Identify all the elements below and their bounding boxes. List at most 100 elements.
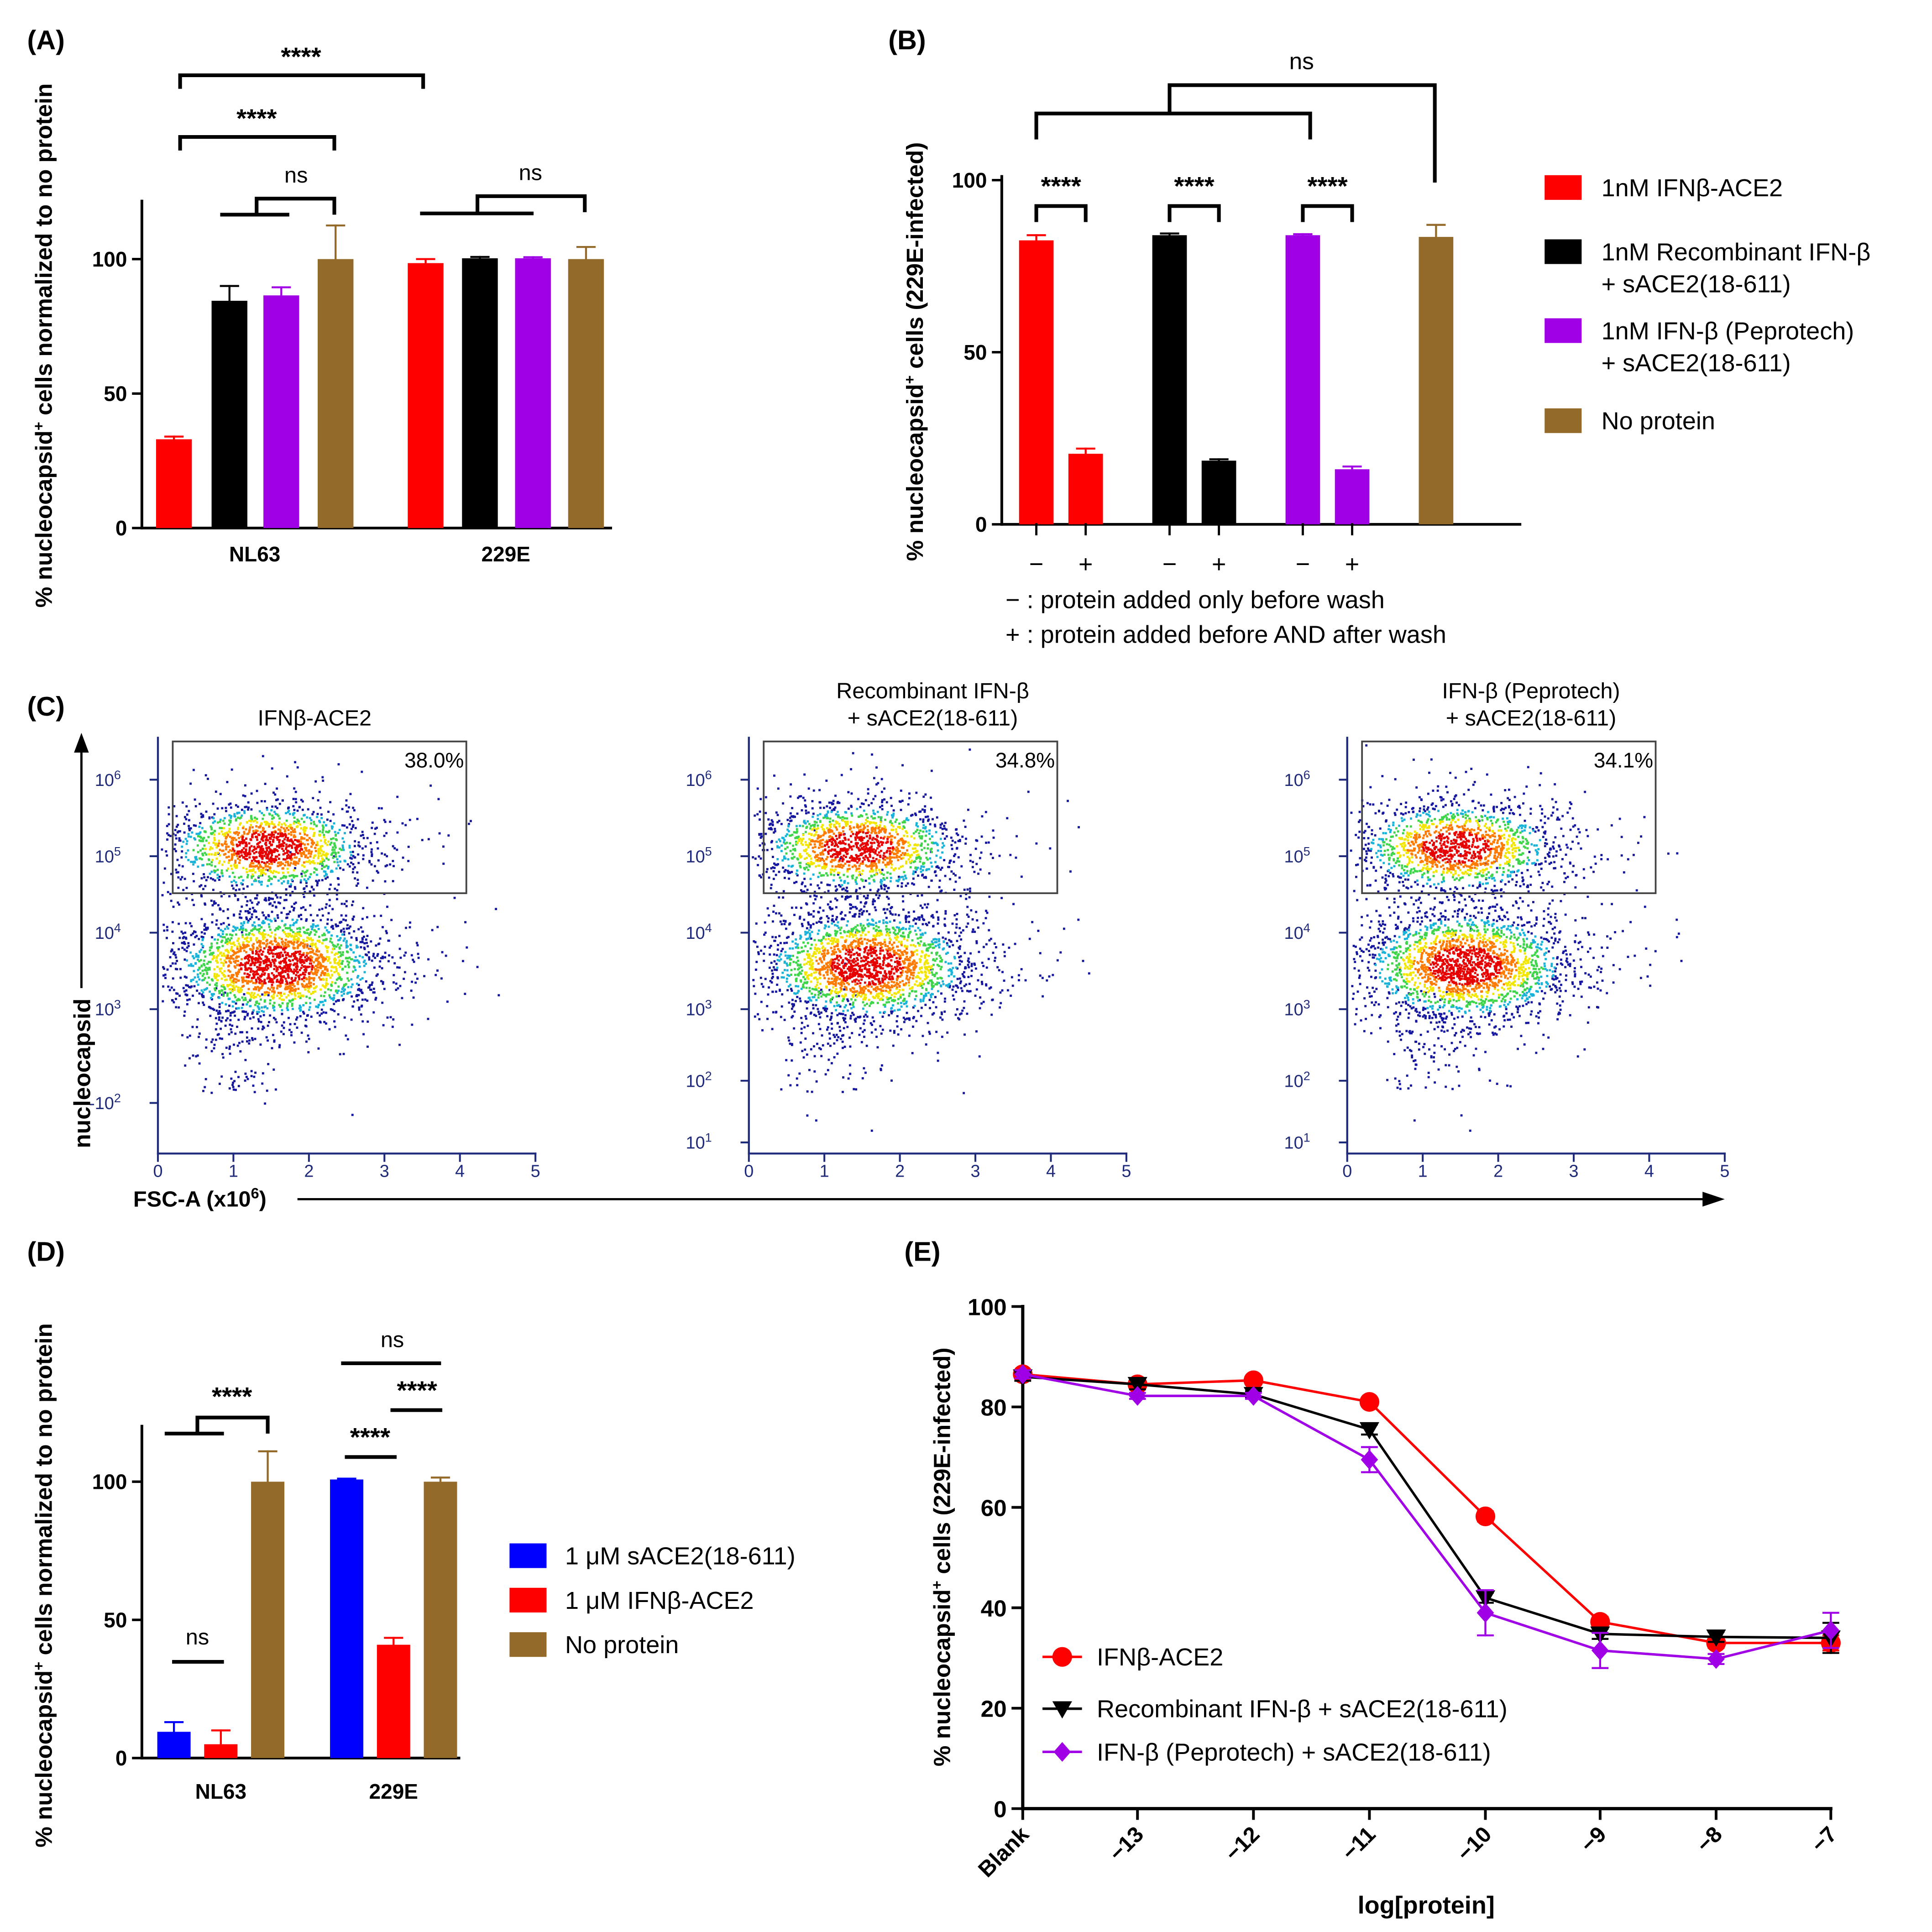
data-point [261,1006,263,1009]
data-point [192,861,194,864]
data-point [308,938,311,941]
data-point [206,981,209,984]
data-point [872,798,875,801]
data-point [371,854,373,857]
data-point [819,1048,822,1051]
data-point [898,875,900,878]
data-point [777,787,780,790]
data-point [332,999,335,1001]
data-point [803,918,806,921]
data-point [818,1013,821,1016]
data-point [302,994,304,997]
data-point [307,987,309,990]
data-point [240,967,242,970]
data-point [276,987,278,990]
data-point [289,968,291,970]
data-point [249,1005,252,1007]
data-point [214,830,216,832]
data-point [838,884,841,886]
data-point [303,865,306,868]
data-point [322,965,325,968]
data-point [249,865,251,868]
data-point [351,851,354,853]
data-point [302,1011,304,1013]
data-point [268,842,271,844]
data-point [218,875,221,878]
data-point [292,805,295,807]
data-point [293,907,295,910]
data-point [326,951,329,953]
data-point [921,894,923,897]
data-point [230,864,232,867]
data-point [214,938,216,941]
data-point [275,906,277,909]
data-point [256,928,259,931]
data-point [978,951,980,953]
data-point [969,859,972,862]
data-point [280,1030,283,1033]
data-point [225,837,227,840]
data-point [202,991,204,994]
data-point [350,936,353,939]
data-point [219,970,222,973]
data-point [349,948,352,950]
data-point [193,985,196,988]
data-point [229,979,232,981]
data-point [236,852,238,855]
data-point [286,916,288,919]
data-point [815,1119,817,1122]
data-point [362,1033,365,1036]
data-point [764,932,767,934]
data-point [371,853,373,856]
data-point [765,870,768,873]
data-point [287,839,289,842]
data-point [366,886,368,889]
data-point [285,964,288,967]
data-point [1001,989,1004,992]
data-point [290,859,293,861]
data-point [300,817,303,820]
data-point [984,917,987,920]
data-point [262,1072,264,1075]
data-point [231,837,234,840]
data-point [296,1016,298,1019]
data-point [847,1000,849,1002]
data-point [791,933,794,935]
data-point [180,930,183,933]
data-point [175,869,178,871]
data-point [260,967,263,969]
data-point [901,764,904,767]
data-point [288,934,291,937]
data-point [912,919,915,921]
data-point [309,937,312,940]
data-point [234,815,236,818]
data-point [319,954,322,957]
data-point [250,948,252,951]
data-point [255,851,258,853]
data-point [929,1007,932,1010]
data-point [266,808,268,811]
data-point [362,854,365,857]
data-point [304,874,307,877]
data-point [250,929,253,932]
data-point [944,874,947,877]
data-point [849,1073,852,1075]
data-point [266,853,269,856]
data-point [246,982,249,984]
data-point [937,1052,939,1054]
data-point [880,1068,882,1071]
data-point [780,923,783,926]
data-point [256,830,259,832]
data-point [211,953,214,956]
data-point [941,827,944,830]
data-point [303,895,305,898]
data-point [945,828,948,831]
data-point [340,902,343,905]
data-point [840,911,843,914]
data-point [992,829,995,832]
data-point [256,951,258,953]
data-point [781,993,784,996]
data-point [325,830,328,833]
data-point [279,896,282,899]
data-point [239,964,241,967]
